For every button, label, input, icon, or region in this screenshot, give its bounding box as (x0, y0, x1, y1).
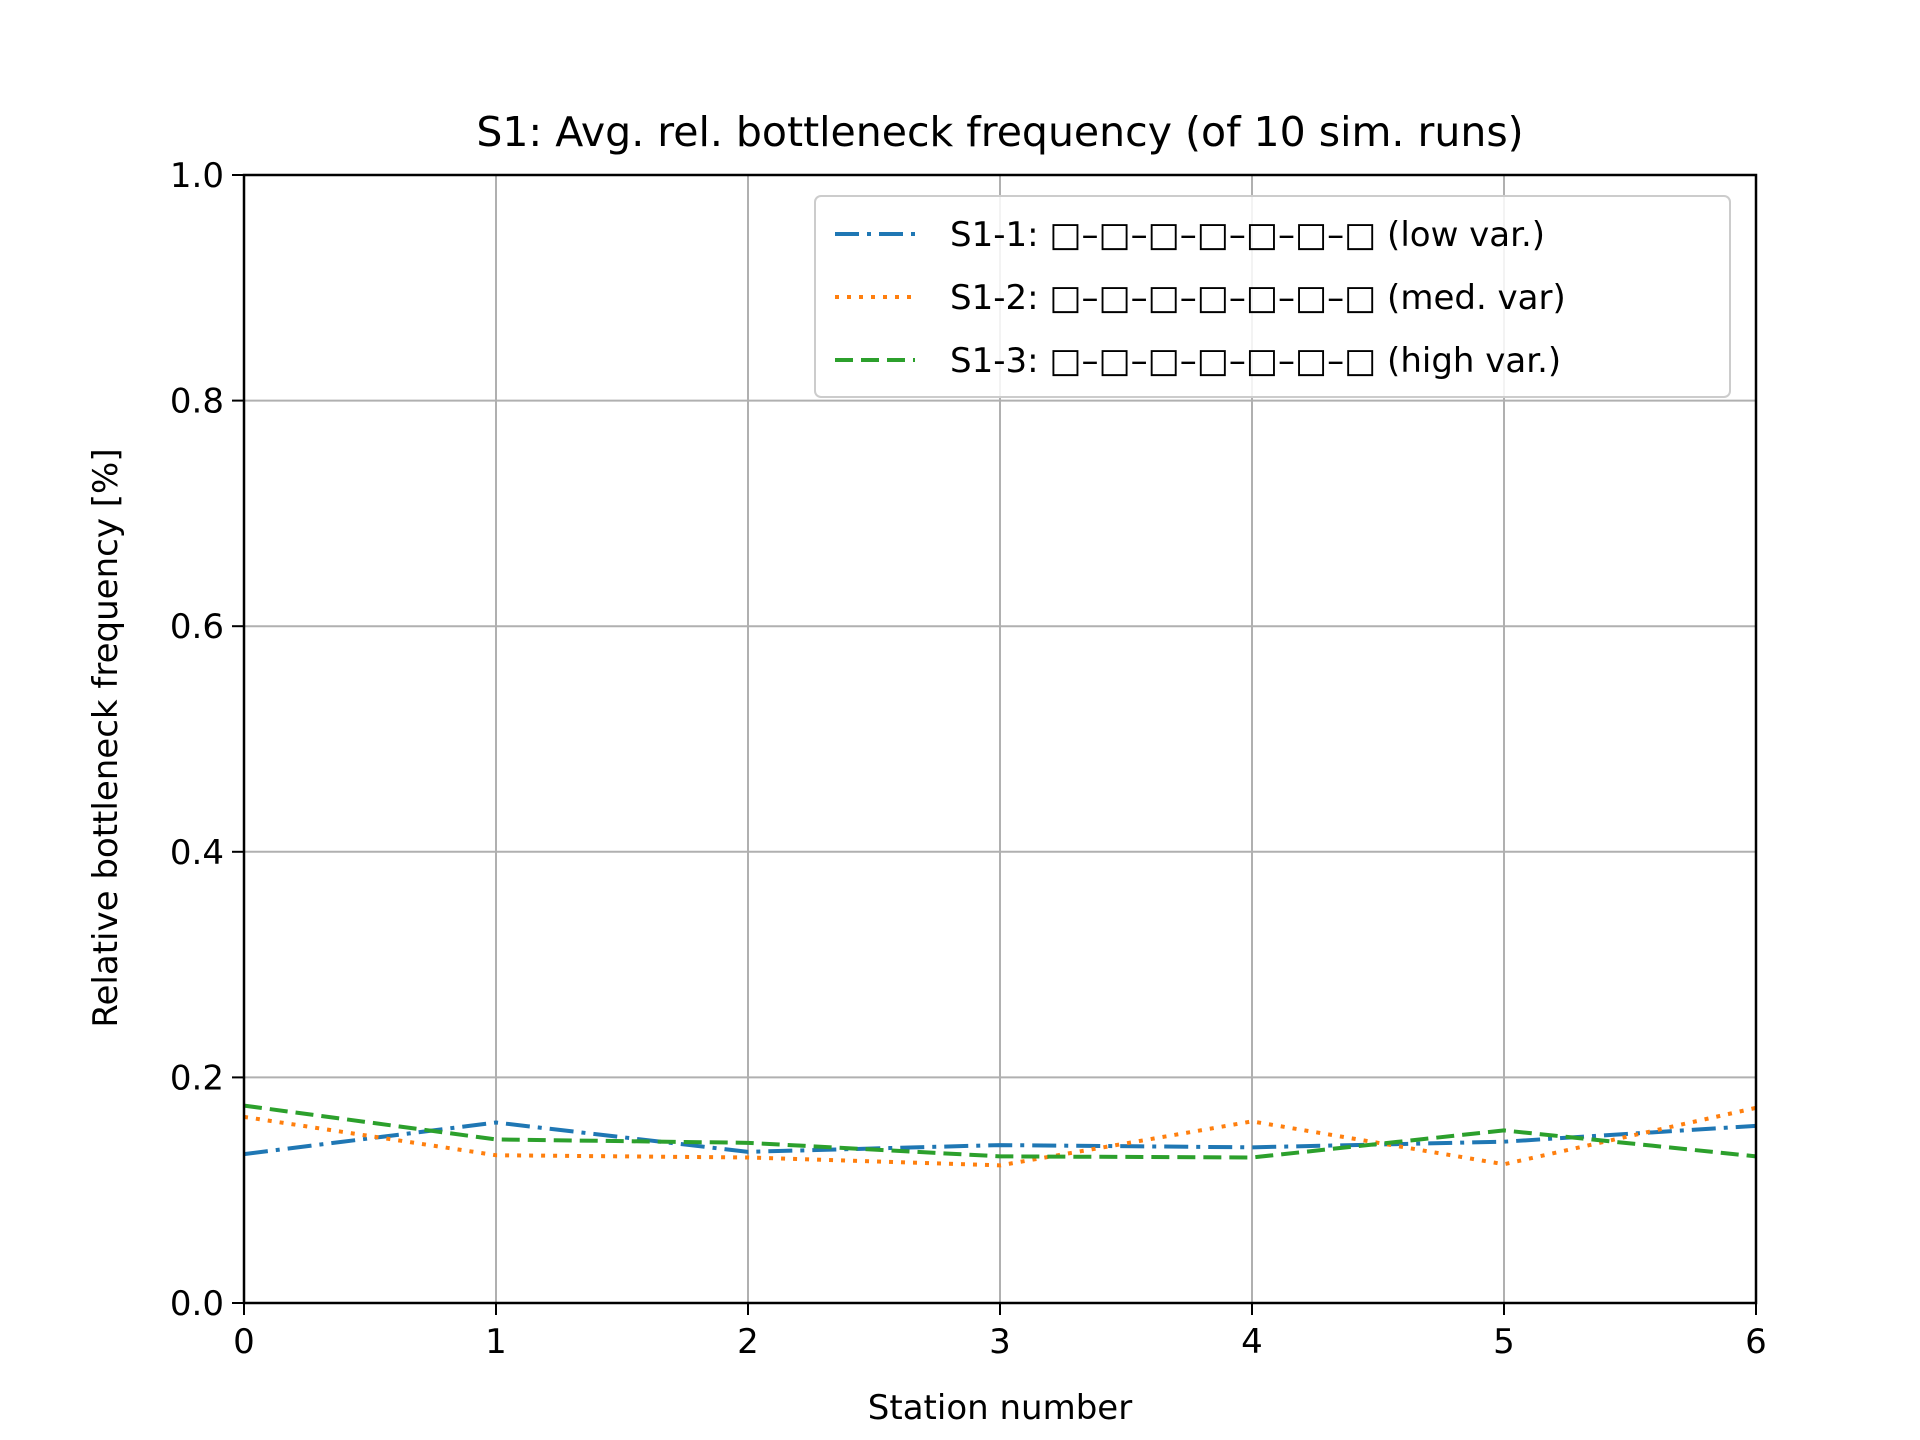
y-tick-label: 1.0 (170, 156, 224, 196)
series-line-2 (243, 1105, 1757, 1168)
x-tick-label: 5 (1493, 1322, 1515, 1362)
series-line-1 (243, 1120, 1757, 1157)
ticks: 0 1 2 3 4 5 6 0.0 0.2 0.4 0.6 0.8 1.0 (170, 156, 1767, 1362)
y-tick-label: 0.2 (170, 1058, 224, 1098)
x-tick-label: 3 (989, 1322, 1011, 1362)
y-axis-label: Relative bottleneck frequency [%] (86, 448, 126, 1027)
legend: S1-1: □–□–□–□–□–□–□ (low var.) S1-2: □–□–… (814, 195, 1731, 398)
x-tick-label: 1 (485, 1322, 507, 1362)
legend-label-3: S1-3: □–□–□–□–□–□–□ (high var.) (950, 341, 1561, 381)
x-tick-label: 0 (233, 1322, 255, 1362)
y-tick-label: 0.6 (170, 607, 224, 647)
x-tick-label: 2 (737, 1322, 759, 1362)
chart-title: S1: Avg. rel. bottleneck frequency (of 1… (476, 108, 1523, 156)
y-tick-label: 0.4 (170, 833, 224, 873)
x-axis-label: Station number (868, 1388, 1132, 1428)
series-layer (243, 1103, 1757, 1168)
x-tick-label: 6 (1745, 1322, 1767, 1362)
legend-label-2: S1-2: □–□–□–□–□–□–□ (med. var) (950, 278, 1566, 318)
legend-box (814, 195, 1731, 398)
y-tick-label: 0.0 (170, 1284, 224, 1324)
series-line-3 (243, 1103, 1757, 1160)
x-tick-label: 4 (1241, 1322, 1263, 1362)
y-tick-label: 0.8 (170, 382, 224, 422)
legend-label-1: S1-1: □–□–□–□–□–□–□ (low var.) (950, 215, 1545, 255)
